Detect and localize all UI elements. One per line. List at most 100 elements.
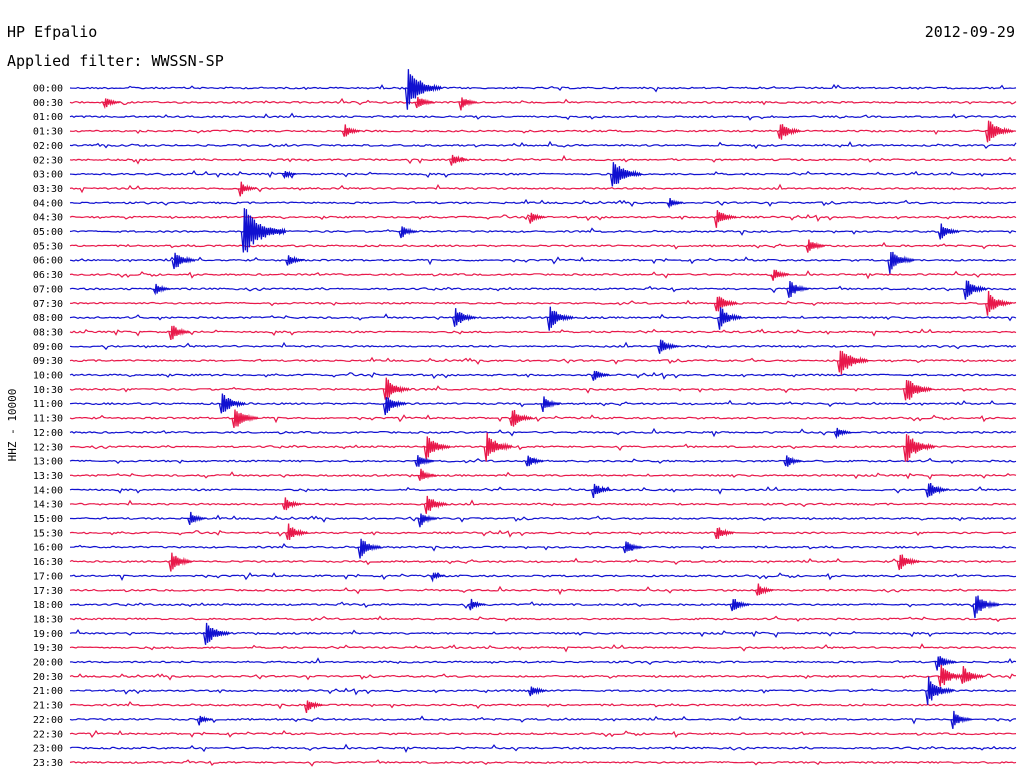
event-burst	[729, 599, 750, 612]
trace-line	[69, 154, 1017, 165]
trace-line	[69, 112, 1017, 121]
event-burst	[417, 468, 437, 481]
trace-line	[69, 285, 1017, 294]
channel-axis-label: HHZ - 10000	[6, 389, 19, 462]
row-time-label: 02:00	[33, 141, 63, 152]
event-burst	[770, 269, 790, 281]
event-burst	[959, 666, 984, 684]
event-burst	[666, 198, 683, 209]
row-time-label: 07:30	[33, 299, 63, 310]
event-burst	[168, 552, 193, 572]
row-time-label: 01:30	[33, 127, 63, 138]
row-time-label: 08:00	[33, 313, 63, 324]
event-burst	[423, 436, 451, 460]
trace-line	[70, 514, 1017, 523]
trace-line	[69, 700, 1017, 710]
event-burst	[622, 541, 643, 554]
row-time-label: 12:00	[33, 428, 63, 439]
row-time-label: 11:00	[33, 399, 63, 410]
trace-line	[69, 585, 1016, 596]
event-burst	[152, 283, 171, 296]
event-burst	[754, 583, 774, 596]
row-time-label: 17:30	[33, 586, 63, 597]
row-time-label: 18:30	[33, 614, 63, 625]
row-time-label: 12:30	[33, 442, 63, 453]
trace-line	[69, 385, 1017, 394]
trace-line	[69, 170, 1017, 179]
event-burst	[452, 308, 477, 327]
event-burst	[467, 598, 486, 611]
row-time-label: 19:30	[33, 643, 63, 654]
event-burst	[281, 497, 302, 511]
event-burst	[168, 325, 191, 341]
row-time-label: 03:30	[33, 184, 63, 195]
row-time-label: 21:30	[33, 701, 63, 712]
row-time-label: 00:00	[33, 84, 63, 95]
plot-date: 2012-09-29	[925, 23, 1015, 41]
row-time-label: 17:00	[33, 571, 63, 582]
row-time-label: 13:00	[33, 457, 63, 468]
event-burst	[902, 379, 933, 401]
trace-line	[69, 673, 1017, 681]
trace-line	[69, 759, 1017, 767]
event-burst	[713, 296, 738, 312]
event-burst	[540, 396, 561, 413]
row-time-label: 16:00	[33, 543, 63, 554]
trace-line	[69, 328, 1017, 337]
event-burst	[950, 710, 973, 730]
trace-line	[69, 341, 1017, 351]
row-time-label: 14:00	[33, 485, 63, 496]
row-time-label: 04:30	[33, 213, 63, 224]
trace-line	[69, 657, 1017, 665]
event-burst	[527, 686, 547, 697]
event-burst	[414, 96, 435, 109]
event-burst	[713, 527, 734, 540]
trace-line	[69, 499, 1017, 508]
row-time-label: 15:30	[33, 528, 63, 539]
trace-line	[69, 356, 1016, 365]
trace-line	[69, 471, 1017, 481]
event-burst	[925, 483, 949, 498]
row-time-label: 23:00	[33, 744, 63, 755]
trace-line	[69, 183, 1017, 194]
trace-line	[69, 601, 1017, 609]
event-burst	[984, 290, 1013, 316]
trace-line	[69, 486, 1017, 495]
event-burst	[171, 252, 196, 270]
row-time-label: 03:00	[33, 170, 63, 181]
event-burst	[196, 715, 213, 726]
row-time-label: 05:30	[33, 241, 63, 252]
event-burst	[896, 554, 920, 571]
trace-line	[69, 414, 1017, 424]
trace-line	[69, 729, 1017, 738]
event-burst	[187, 511, 207, 525]
trace-line	[69, 97, 1017, 106]
event-burst	[937, 664, 965, 687]
row-time-label: 10:30	[33, 385, 63, 396]
row-time-label: 05:00	[33, 227, 63, 238]
event-burst	[657, 339, 680, 354]
trace-line	[69, 198, 1017, 207]
row-time-label: 15:00	[33, 514, 63, 525]
trace-line	[70, 543, 1016, 552]
event-burst	[527, 212, 546, 224]
event-burst	[887, 251, 915, 274]
event-burst	[417, 513, 438, 528]
row-time-label: 04:00	[33, 198, 63, 209]
row-time-label: 07:00	[33, 284, 63, 295]
event-burst	[546, 306, 574, 331]
event-burst	[281, 170, 297, 180]
trace-line	[69, 129, 1017, 136]
trace-line	[69, 572, 1017, 581]
event-burst	[458, 97, 478, 111]
event-burst	[937, 223, 960, 240]
event-burst	[524, 455, 544, 467]
event-burst	[231, 409, 259, 429]
event-burst	[776, 124, 801, 140]
row-time-label: 06:00	[33, 256, 63, 267]
trace-line	[69, 371, 1017, 380]
trace-line	[69, 615, 1016, 623]
event-burst	[972, 595, 1000, 619]
filter-label: Applied filter: WWSSN-SP	[7, 52, 224, 70]
